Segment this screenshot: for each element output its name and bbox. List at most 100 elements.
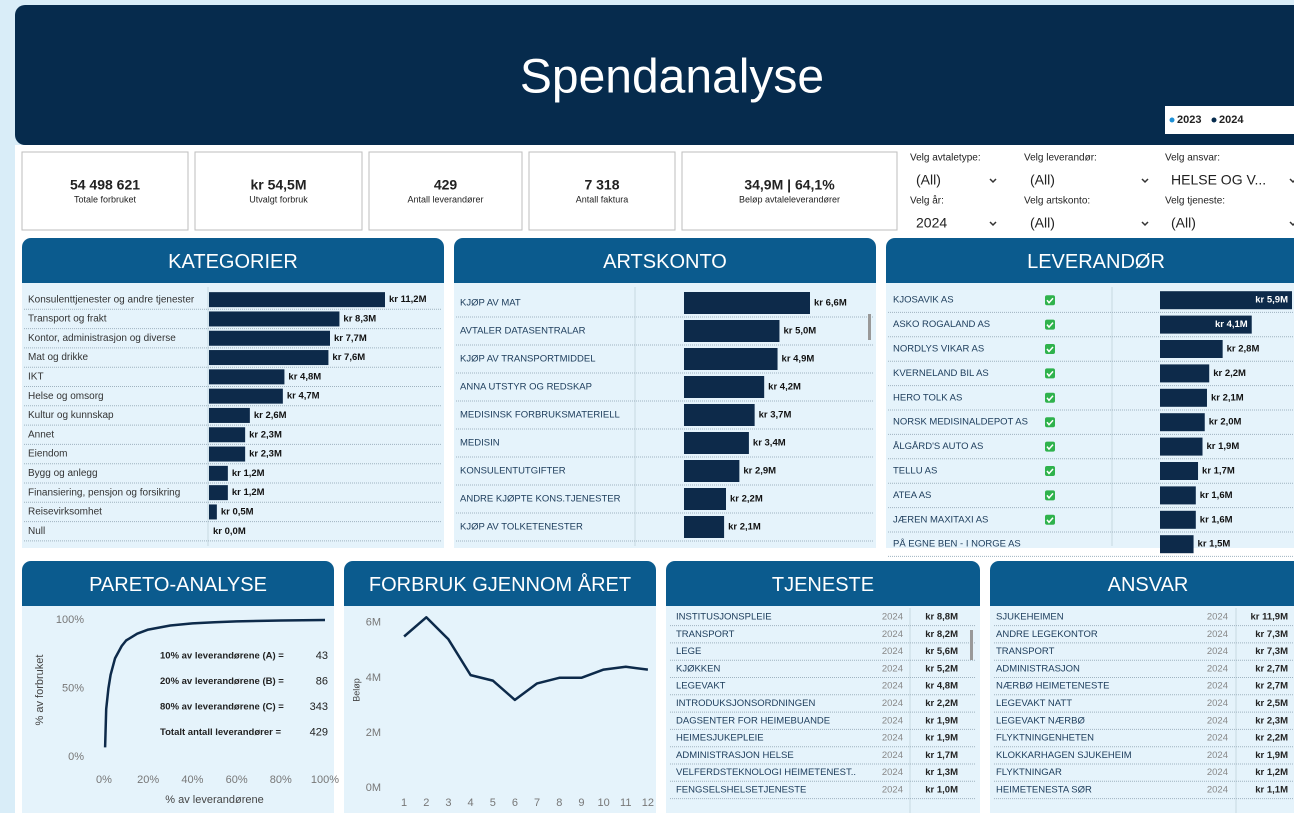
category-label: ASKO ROGALAND AS	[893, 319, 990, 330]
row-year: 2024	[882, 646, 903, 657]
dropdown-chevron	[1141, 221, 1149, 227]
legend-label: 2023	[1177, 114, 1201, 126]
x-tick-label: 6	[512, 797, 518, 809]
bar	[209, 350, 329, 366]
kpi-label: Totale forbruket	[74, 194, 137, 204]
x-tick-label: 12	[642, 797, 654, 809]
category-label: KJOSAVIK AS	[893, 295, 954, 306]
row-amount: kr 2,7M	[1255, 681, 1288, 692]
bar	[1160, 413, 1205, 432]
x-tick-label: 11	[620, 797, 631, 809]
check-tick	[1046, 468, 1054, 475]
value-label: kr 3,4M	[753, 438, 786, 449]
bar	[209, 427, 246, 443]
bar	[1160, 364, 1210, 383]
bar	[209, 388, 283, 404]
panel-header	[22, 561, 334, 606]
filter-value[interactable]: (All)	[916, 172, 941, 188]
bar	[1160, 535, 1194, 554]
row-name: INTRODUKSJONSORDNINGEN	[676, 698, 815, 709]
check-tick	[1046, 492, 1054, 500]
panel-body	[22, 606, 334, 813]
filter-value[interactable]: HELSE OG V...	[1171, 172, 1266, 188]
row-year: 2024	[1207, 698, 1228, 709]
row-amount: kr 1,7M	[925, 750, 958, 761]
row-amount: kr 8,2M	[925, 629, 958, 640]
panel-title: ARTSKONTO	[603, 251, 727, 273]
panel-title: ANSVAR	[1108, 574, 1189, 596]
panel-title: KATEGORIER	[168, 251, 298, 273]
category-label: ÅLGÅRD'S AUTO AS	[893, 441, 983, 452]
filter-value[interactable]: (All)	[1171, 215, 1196, 231]
row-name: FENGSELSHELSETJENESTE	[676, 785, 806, 796]
check-tick	[1046, 370, 1054, 378]
legend-dot	[1211, 117, 1217, 123]
agreement-check	[1045, 319, 1055, 330]
row-amount: kr 2,7M	[1255, 663, 1288, 674]
category-label: Null	[28, 526, 45, 537]
value-label: kr 2,0M	[1209, 417, 1242, 428]
panel-title: LEVERANDØR	[1027, 251, 1165, 273]
category-label: TELLU AS	[893, 466, 937, 477]
kpi-card	[21, 151, 189, 231]
category-label: Reisevirksomhet	[28, 507, 102, 518]
row-year: 2024	[882, 681, 903, 692]
value-label: kr 2,8M	[1227, 344, 1260, 355]
bar	[209, 465, 228, 481]
value-label: kr 2,2M	[730, 494, 763, 505]
row-year: 2024	[1207, 785, 1228, 796]
panel-header	[666, 561, 980, 606]
row-year: 2024	[1207, 663, 1228, 674]
value-label: kr 2,3M	[249, 429, 282, 440]
kpi-card	[528, 151, 676, 231]
value-label: kr 11,2M	[389, 294, 427, 305]
annotation-value: 343	[310, 701, 328, 713]
dropdown-chevron	[1141, 178, 1149, 184]
row-name: TRANSPORT	[996, 646, 1055, 657]
category-label: NORDLYS VIKAR AS	[893, 344, 984, 355]
value-label: kr 4,1M	[1215, 319, 1248, 330]
category-label: KJØP AV MAT	[460, 298, 521, 309]
row-year: 2024	[882, 767, 903, 778]
panel-header	[22, 238, 444, 283]
category-label: Kontor, administrasjon og diverse	[28, 333, 176, 344]
bar	[209, 504, 217, 520]
row-name: TRANSPORT	[676, 629, 735, 640]
y-tick-label: 4M	[366, 672, 381, 684]
filter-value[interactable]: (All)	[1030, 172, 1055, 188]
row-amount: kr 2,5M	[1255, 698, 1288, 709]
row-name: ADMINISTRASJON	[996, 663, 1080, 674]
x-tick-label: 80%	[270, 774, 292, 786]
filter-label: Velg artskonto:	[1024, 196, 1090, 207]
value-label: kr 2,9M	[743, 466, 776, 477]
category-label: HERO TOLK AS	[893, 392, 962, 403]
check-tick	[1046, 346, 1054, 353]
legend-dot	[1169, 117, 1175, 123]
dropdown-chevron	[1289, 221, 1294, 227]
filter-value[interactable]: 2024	[916, 215, 947, 231]
bar	[1160, 291, 1292, 310]
category-label: Kultur og kunnskap	[28, 410, 114, 421]
x-tick-label: 5	[490, 797, 496, 809]
row-amount: kr 4,8M	[925, 681, 958, 692]
bar	[684, 320, 780, 342]
scrollbar	[868, 314, 871, 340]
x-tick-label: 2	[423, 797, 429, 809]
row-amount: kr 1,3M	[925, 767, 958, 778]
y-tick-label: 0%	[68, 751, 84, 763]
x-tick-label: 1	[401, 797, 407, 809]
filter-value[interactable]: (All)	[1030, 215, 1055, 231]
row-year: 2024	[882, 663, 903, 674]
panel-header-base	[666, 596, 980, 606]
row-year: 2024	[1207, 681, 1228, 692]
x-tick-label: 7	[534, 797, 540, 809]
annotation-value: 43	[316, 650, 328, 662]
row-amount: kr 7,3M	[1255, 629, 1288, 640]
value-label: kr 0,5M	[221, 506, 254, 517]
bar	[1160, 486, 1196, 505]
value-label: kr 1,2M	[232, 468, 265, 479]
row-amount: kr 1,1M	[1255, 785, 1288, 796]
panel-title: TJENESTE	[772, 574, 874, 596]
